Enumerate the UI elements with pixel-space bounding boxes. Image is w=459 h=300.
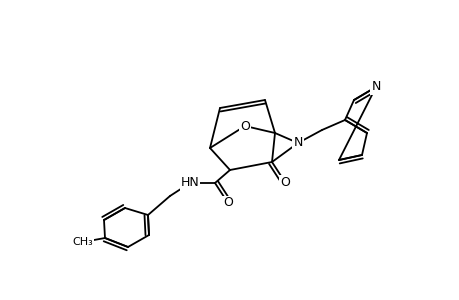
Text: HN: HN [180,176,199,190]
Text: O: O [280,176,289,188]
Text: O: O [240,119,249,133]
Text: CH₃: CH₃ [73,237,93,247]
Text: N: N [370,80,380,94]
Text: N: N [293,136,302,149]
Text: O: O [223,196,232,209]
